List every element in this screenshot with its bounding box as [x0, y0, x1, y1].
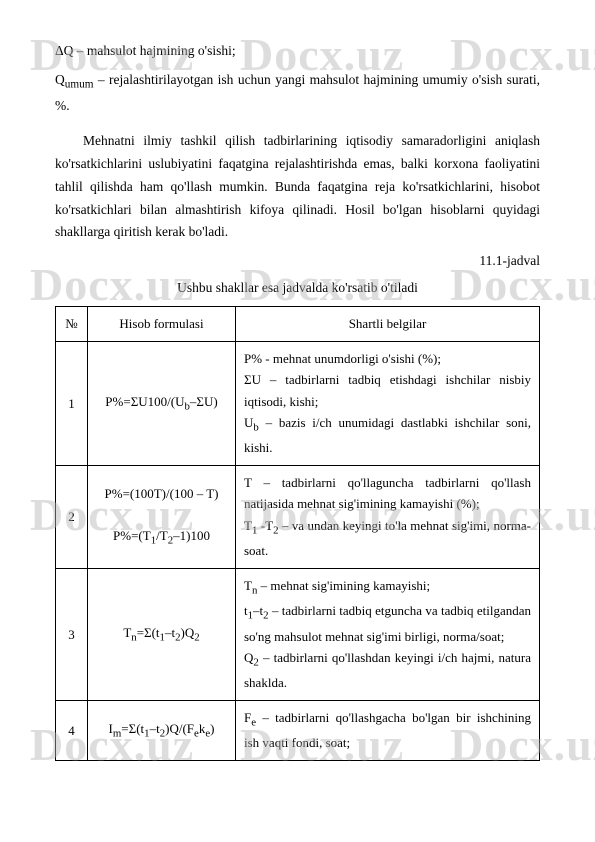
cell-formula: P%=ΣU100/(Ub–ΣU) [88, 341, 236, 465]
p2-sub: umum [65, 79, 94, 91]
paragraph-3: Mehnatni ilmiy tashkil qilish tadbirlari… [55, 130, 540, 245]
cell-desc: Tn – mehnat sig'imining kamayishi;t1–t2 … [236, 568, 540, 700]
p2-rest: – rejalashtirilayotgan ish uchun yangi m… [55, 72, 540, 113]
formula-table: № Hisob formulasi Shartli belgilar 1 P%=… [55, 306, 540, 761]
table-row: 4 Im=Σ(t1–t2)Q/(Feke) Fe – tadbirlarni q… [56, 700, 540, 760]
paragraph-2: Qumum – rejalashtirilayotgan ish uchun y… [55, 69, 540, 118]
paragraph-1: ΔQ – mahsulot hajmining o'sishi; [55, 40, 540, 63]
table-row: 3 Tn=Σ(t1–t2)Q2 Tn – mehnat sig'imining … [56, 568, 540, 700]
cell-formula: Tn=Σ(t1–t2)Q2 [88, 568, 236, 700]
cell-desc: Fe – tadbirlarni qo'llashgacha bo'lgan b… [236, 700, 540, 760]
page-content: ΔQ – mahsulot hajmining o'sishi; Qumum –… [55, 40, 540, 761]
cell-num: 3 [56, 568, 88, 700]
cell-formula: Im=Σ(t1–t2)Q/(Feke) [88, 700, 236, 760]
cell-num: 1 [56, 341, 88, 465]
cell-num: 4 [56, 700, 88, 760]
cell-desc: T – tadbirlarni qo'llaguncha tadbirlarni… [236, 465, 540, 568]
cell-desc: P% - mehnat unumdorligi o'sishi (%);ΣU –… [236, 341, 540, 465]
cell-num: 2 [56, 465, 88, 568]
table-number-label: 11.1-jadval [55, 250, 540, 273]
header-num: № [56, 307, 88, 341]
table-header-row: № Hisob formulasi Shartli belgilar [56, 307, 540, 341]
table-row: 1 P%=ΣU100/(Ub–ΣU) P% - mehnat unumdorli… [56, 341, 540, 465]
header-formula: Hisob formulasi [88, 307, 236, 341]
table-caption: Ushbu shakllar esa jadvalda ko'rsatib o'… [55, 277, 540, 300]
header-desc: Shartli belgilar [236, 307, 540, 341]
table-row: 2 P%=(100T)/(100 – T)P%=(T1/T2–1)100 T –… [56, 465, 540, 568]
p2-text: Q [55, 72, 65, 87]
cell-formula: P%=(100T)/(100 – T)P%=(T1/T2–1)100 [88, 465, 236, 568]
